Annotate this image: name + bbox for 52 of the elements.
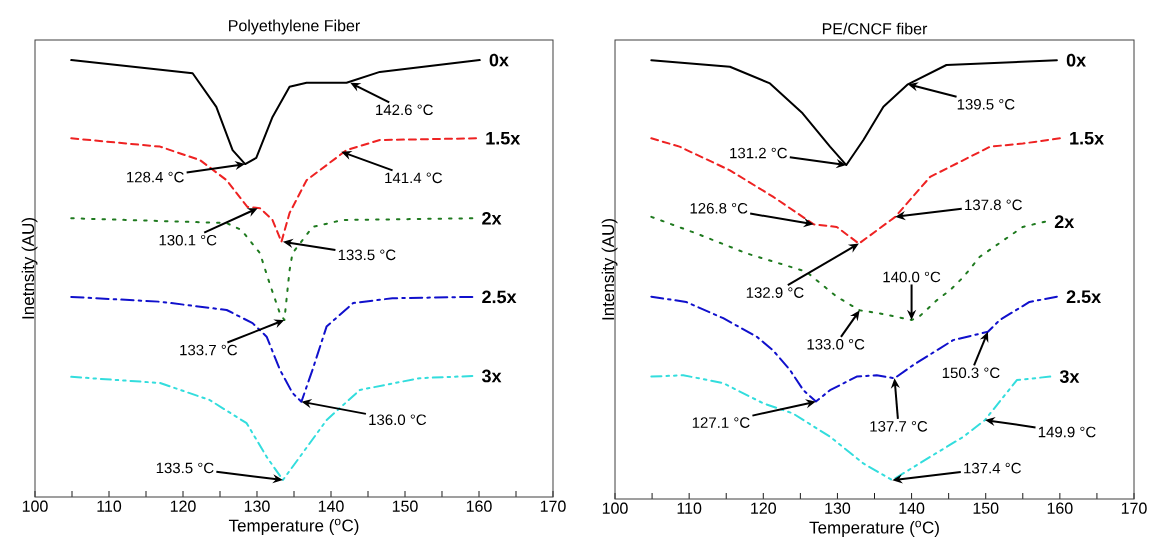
annotation: 130.1 °C: [159, 234, 217, 246]
annotation: 140.0 °C: [883, 271, 941, 283]
x-tick-label: 100: [602, 502, 628, 514]
chart-title: PE/CNCF fiber: [822, 22, 928, 35]
annotation: 141.4 °C: [385, 172, 443, 184]
annotation: 128.4 °C: [127, 171, 184, 183]
x-tick-label: 110: [677, 502, 702, 514]
series-label: 0x: [1066, 53, 1086, 67]
x-tick-label: 140: [899, 502, 925, 514]
x-tick-label: 140: [318, 500, 344, 512]
x-tick-label: 160: [466, 500, 492, 512]
x-tick-label: 160: [1047, 502, 1073, 514]
y-axis-title: Inetnsity (AU): [21, 218, 38, 319]
annotation: 133.0 °C: [807, 339, 865, 350]
x-tick-label: 150: [392, 500, 418, 512]
series-label: 1.5x: [1070, 132, 1104, 145]
series-label: 2x: [482, 211, 502, 225]
annotation: 133.7 °C: [180, 344, 238, 356]
annotation: 136.0 °C: [369, 414, 427, 426]
annotation: 127.1 °C: [692, 417, 750, 428]
series-label: 1.5x: [486, 132, 521, 145]
annotation: 133.5 °C: [338, 249, 396, 261]
x-tick-label: 170: [1121, 502, 1147, 514]
series-label: 2x: [1054, 215, 1075, 228]
y-axis-title: Intensity (AU): [601, 219, 618, 320]
series-label: 2.5x: [482, 290, 517, 304]
x-tick-label: 130: [244, 500, 270, 512]
annotation: 137.4 °C: [964, 462, 1021, 474]
series-label: 0x: [489, 53, 509, 67]
annotation: 126.8 °C: [690, 202, 748, 214]
annotation: 139.5 °C: [957, 99, 1015, 110]
annotation: 133.5 °C: [156, 462, 214, 474]
x-tick-label: 120: [170, 500, 196, 512]
x-tick-label: 150: [973, 502, 999, 514]
series-label: 3x: [481, 369, 502, 383]
annotation: 132.9 °C: [746, 287, 804, 298]
x-axis-title: Temperature ($^{o}$C): [228, 518, 359, 535]
chart-title: Polyethylene Fiber: [229, 19, 360, 35]
annotation: 149.9 °C: [1038, 426, 1096, 438]
annotation: 142.6 °C: [376, 104, 433, 116]
annotation: 137.7 °C: [870, 421, 928, 432]
series-label: 3x: [1059, 370, 1080, 383]
x-tick-label: 100: [22, 500, 48, 512]
series-label: 2.5x: [1066, 290, 1101, 304]
annotation: 150.3 °C: [942, 367, 1000, 379]
annotation: 131.2 °C: [730, 147, 788, 159]
annotation: 137.8 °C: [965, 199, 1022, 211]
x-tick-label: 110: [97, 500, 122, 512]
x-axis-title: Temperature ($^{o}$C): [809, 520, 939, 537]
x-tick-label: 120: [751, 502, 776, 514]
x-tick-label: 130: [825, 502, 851, 514]
x-tick-label: 170: [540, 500, 566, 512]
